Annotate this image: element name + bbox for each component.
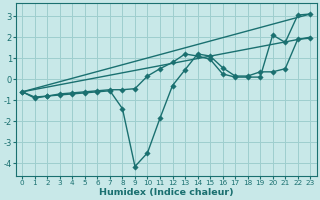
X-axis label: Humidex (Indice chaleur): Humidex (Indice chaleur) bbox=[99, 188, 234, 197]
